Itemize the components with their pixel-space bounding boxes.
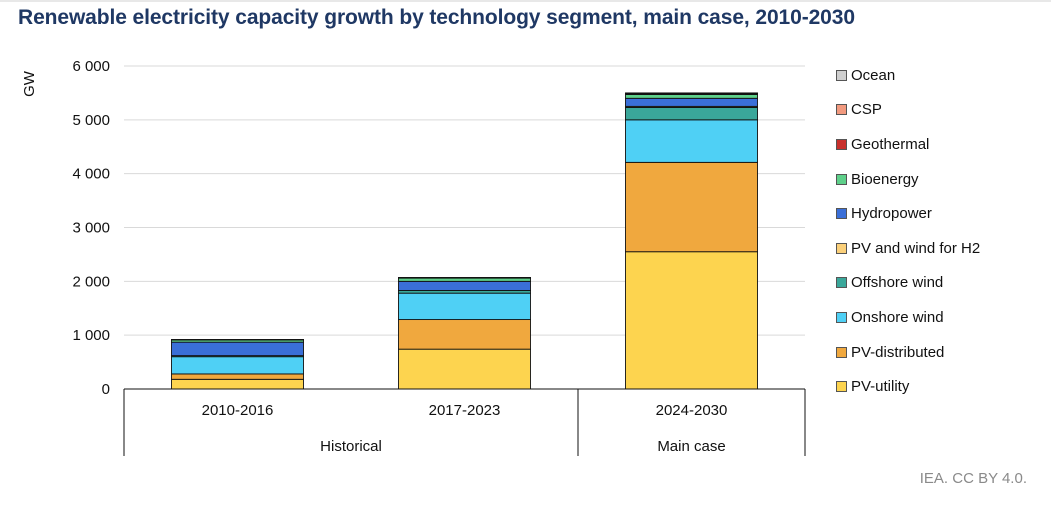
legend-label: Geothermal [851,135,930,153]
legend-swatch [836,242,847,254]
y-tick-label: 6 000 [72,58,110,75]
legend-label: PV-distributed [851,343,945,361]
legend-swatch [836,173,847,185]
x-tick-label: 2024-2030 [656,402,728,419]
y-tick-label: 0 [102,381,110,398]
legend-item: PV-utility [836,369,980,404]
y-axis-label: GW [21,70,38,97]
bar-segment [398,319,531,350]
legend-label: PV-utility [851,378,910,396]
legend-item: Onshore wind [836,300,980,335]
top-border [0,0,1051,2]
legend-swatch [836,277,847,289]
legend-label: Ocean [851,66,896,84]
bar-segment [625,107,758,121]
legend-item: PV and wind for H2 [836,231,980,266]
legend-swatch [836,346,847,358]
bar-segment [171,378,304,390]
credit-text: IEA. CC BY 4.0. [919,470,1027,487]
bar-segment [625,251,758,390]
legend-swatch [836,311,847,323]
legend-label: PV and wind for H2 [851,239,981,257]
legend-swatch [836,69,847,81]
y-tick-label: 4 000 [72,166,110,183]
legend-swatch [836,138,847,150]
legend-swatch [836,208,847,220]
x-tick-label: 2017-2023 [429,402,501,419]
bar-segment [398,280,531,291]
bar-segment [171,341,304,357]
bar-segment [398,292,531,321]
legend-item: Hydropower [836,196,980,231]
bar-segment [171,373,304,380]
bar-segment [625,119,758,163]
legend-swatch [836,104,847,116]
group-label: Main case [657,438,725,455]
bar-segment [398,348,531,390]
y-tick-label: 3 000 [72,220,110,237]
y-tick-label: 5 000 [72,112,110,129]
y-tick-label: 2 000 [72,273,110,290]
legend-label: Offshore wind [851,274,944,292]
legend-label: CSP [851,101,882,119]
legend-item: PV-distributed [836,335,980,370]
legend-item: Ocean [836,58,980,93]
legend-label: Hydropower [851,205,932,223]
legend-item: CSP [836,93,980,128]
legend-label: Onshore wind [851,308,944,326]
group-label: Historical [320,438,382,455]
x-tick-label: 2010-2016 [202,402,274,419]
bar-segment [398,277,531,282]
legend-swatch [836,381,847,393]
bar-segment [171,356,304,375]
legend-item: Geothermal [836,127,980,162]
y-tick-label: 1 000 [72,327,110,344]
chart-legend: Ocean CSP Geothermal Bioenergy Hydropower PV … [836,58,980,404]
bar-segment [625,161,758,253]
legend-item: Offshore wind [836,266,980,301]
bar-segment [625,97,758,107]
bar-segment [625,94,758,99]
legend-label: Bioenergy [851,170,919,188]
chart-title: Renewable electricity capacity growth by… [18,6,855,29]
legend-item: Bioenergy [836,162,980,197]
